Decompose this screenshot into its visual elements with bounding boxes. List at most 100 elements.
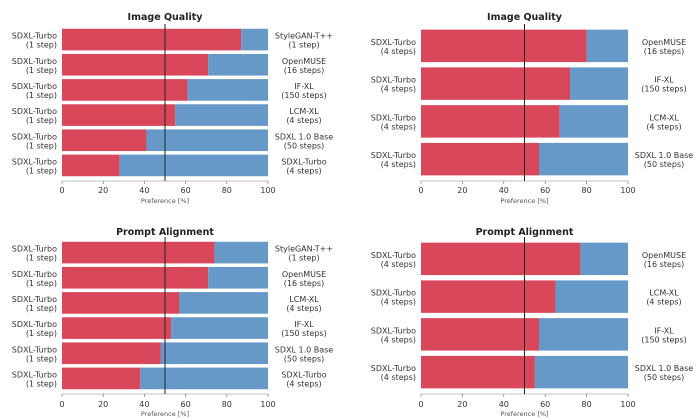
x-tick-label: 20	[457, 186, 467, 195]
x-tick-label: 80	[222, 400, 232, 409]
bar-right	[208, 53, 268, 76]
left-label-line: SDXL-Turbo	[371, 151, 416, 160]
left-label-line: (1 step)	[26, 329, 57, 338]
x-tick-label: 40	[139, 400, 149, 409]
bar-left	[62, 241, 215, 264]
x-tick-label: 80	[222, 186, 232, 195]
x-tick-label: 40	[499, 186, 509, 195]
left-label-line: SDXL-Turbo	[12, 107, 57, 116]
x-tick-label: 20	[98, 400, 108, 409]
left-label-line: (4 steps)	[381, 298, 416, 307]
right-label-line: IF-XL	[654, 76, 674, 85]
x-tick-label: 100	[260, 400, 275, 409]
x-axis-label: Preference [%]	[500, 410, 548, 418]
left-label: SDXL-Turbo (1 step)	[12, 320, 57, 338]
right-label: SDXL 1.0 Base (50 steps)	[275, 132, 334, 150]
left-label-line: SDXL-Turbo	[371, 38, 416, 47]
bar-left	[421, 29, 587, 63]
right-label-line: OpenMUSE	[642, 38, 686, 47]
bar-left	[62, 79, 188, 101]
left-label: SDXL-Turbo (1 step)	[12, 270, 57, 288]
x-tick-label: 0	[59, 400, 64, 409]
left-label-line: SDXL-Turbo	[371, 76, 416, 85]
right-label-line: (150 steps)	[281, 329, 327, 338]
right-label: IF-XL (150 steps)	[281, 82, 327, 100]
bar-right	[214, 241, 268, 264]
right-label: IF-XL (150 steps)	[641, 326, 687, 344]
right-label-line: SDXL 1.0 Base	[275, 132, 334, 141]
right-label: SDXL 1.0 Base (50 steps)	[635, 151, 694, 169]
left-label-line: (4 steps)	[381, 335, 416, 344]
x-tick-label: 40	[139, 186, 149, 195]
x-tick-label: 80	[582, 400, 592, 409]
x-axis-label: Preference [%]	[500, 197, 548, 205]
bar-left	[62, 154, 120, 177]
bar-right	[555, 280, 628, 313]
bar-left	[421, 280, 556, 313]
right-label-line: IF-XL	[294, 82, 314, 91]
right-label-line: StyleGAN-T++	[275, 245, 333, 254]
right-label: IF-XL (150 steps)	[281, 320, 327, 338]
left-label: SDXL-Turbo (1 step)	[12, 82, 57, 100]
right-label-line: LCM-XL	[289, 295, 319, 304]
x-tick-label: 60	[540, 186, 550, 195]
x-tick-label: 0	[418, 400, 423, 409]
left-label-line: (1 step)	[26, 279, 57, 288]
right-label-line: SDXL 1.0 Base	[635, 151, 694, 160]
right-label: StyleGAN-T++ (1 step)	[275, 32, 333, 50]
left-label: SDXL-Turbo (1 step)	[12, 107, 57, 125]
left-label: SDXL-Turbo (1 step)	[12, 245, 57, 263]
left-label: SDXL-Turbo (1 step)	[12, 345, 57, 363]
left-label: SDXL-Turbo (1 step)	[12, 57, 57, 75]
left-label-line: SDXL-Turbo	[12, 245, 57, 254]
left-label-line: (4 steps)	[381, 47, 416, 56]
chart-title: Image Quality	[128, 12, 204, 23]
left-label-line: SDXL-Turbo	[12, 320, 57, 329]
x-tick-label: 0	[418, 186, 423, 195]
right-label-line: (4 steps)	[646, 298, 681, 307]
right-label: StyleGAN-T++ (1 step)	[275, 245, 333, 263]
left-label-line: SDXL-Turbo	[12, 132, 57, 141]
bar-left	[62, 367, 141, 390]
bar-left	[421, 355, 535, 389]
bar-right	[580, 242, 628, 276]
bar-left	[421, 318, 539, 351]
right-label-line: OpenMUSE	[642, 251, 686, 260]
right-label-line: (4 steps)	[286, 379, 321, 388]
right-label-line: (150 steps)	[641, 85, 687, 94]
bar-right	[119, 154, 269, 177]
right-label: LCM-XL (4 steps)	[286, 107, 321, 125]
left-label: SDXL-Turbo (4 steps)	[371, 251, 416, 269]
bar-right	[586, 29, 628, 63]
left-label-line: (4 steps)	[381, 85, 416, 94]
left-label-line: SDXL-Turbo	[12, 32, 57, 41]
left-label: SDXL-Turbo (4 steps)	[371, 364, 416, 382]
left-label-line: SDXL-Turbo	[12, 82, 57, 91]
left-label-line: (1 step)	[26, 116, 57, 125]
x-tick-label: 80	[582, 186, 592, 195]
left-label-line: SDXL-Turbo	[12, 295, 57, 304]
bar-right	[534, 355, 628, 389]
bar-right	[175, 104, 268, 126]
right-label-line: (4 steps)	[286, 116, 321, 125]
left-label: SDXL-Turbo (4 steps)	[371, 151, 416, 169]
left-label-line: SDXL-Turbo	[12, 270, 57, 279]
x-tick-label: 20	[98, 186, 108, 195]
right-label-line: LCM-XL	[649, 113, 679, 122]
x-tick-label: 0	[59, 186, 64, 195]
right-label-line: (4 steps)	[286, 304, 321, 313]
chart-title: Prompt Alignment	[116, 227, 214, 238]
right-label-line: (50 steps)	[284, 354, 324, 363]
bar-right	[171, 317, 268, 339]
left-label-line: (1 step)	[26, 141, 57, 150]
bar-left	[62, 104, 176, 126]
right-label-line: (1 step)	[288, 41, 319, 50]
left-label-line: (1 step)	[26, 254, 57, 263]
right-label: LCM-XL (4 steps)	[286, 295, 321, 313]
bar-right	[140, 367, 268, 390]
bar-right	[538, 318, 628, 351]
